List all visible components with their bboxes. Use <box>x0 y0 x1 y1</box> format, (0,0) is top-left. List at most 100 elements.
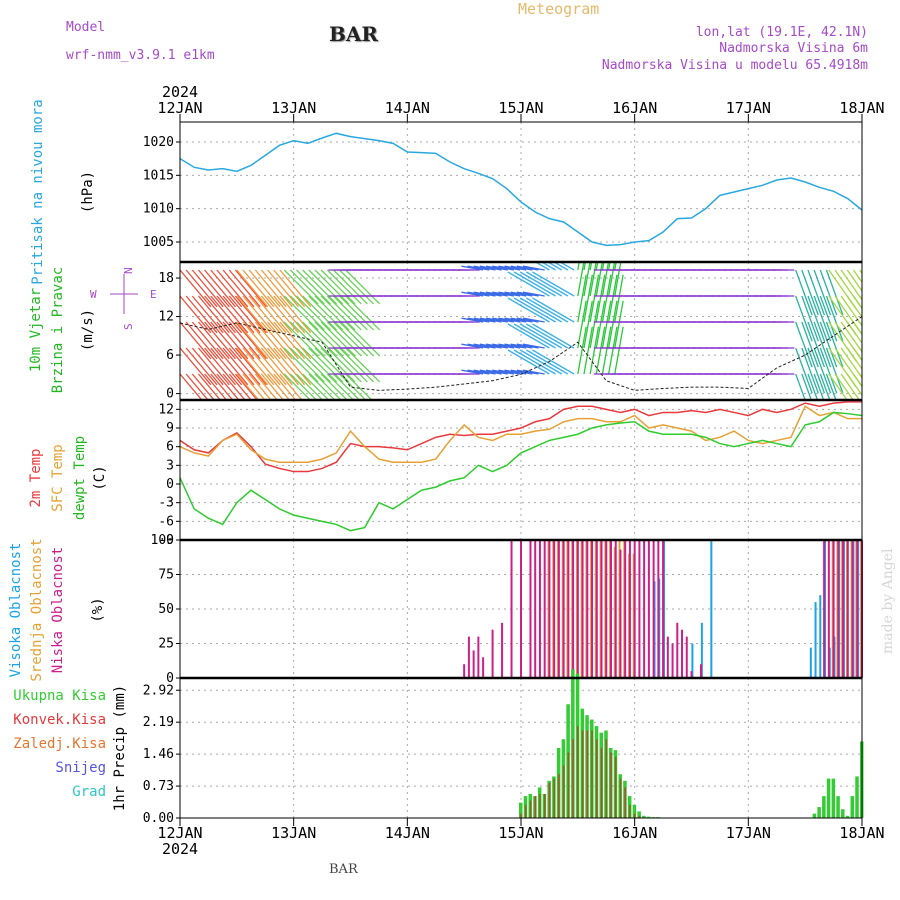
y-tick-label: 75 <box>158 568 174 583</box>
wind-barb <box>242 269 275 308</box>
y-tick-label: 6 <box>166 440 174 455</box>
cloud-low-bar <box>586 540 589 678</box>
x-year-label: 2024 <box>162 840 198 858</box>
wind-barb <box>607 326 618 375</box>
cloud-low-bar <box>842 540 845 678</box>
wind-barb <box>507 349 550 375</box>
wind-barb <box>825 269 844 316</box>
wind-barb <box>507 323 550 349</box>
wind-barb <box>216 269 249 308</box>
wind-barb <box>273 373 297 400</box>
cloud-low-bar <box>647 540 650 678</box>
wind-barb <box>216 373 240 400</box>
wind-barb <box>577 274 587 323</box>
wind-barb <box>859 295 862 301</box>
wind-barb <box>467 291 490 297</box>
wind-barb <box>236 295 269 334</box>
x-day-label: 15JAN <box>498 824 543 842</box>
wind-barb <box>498 343 521 349</box>
panel-frame <box>179 399 863 541</box>
wind-barb <box>852 295 862 310</box>
wind-barb <box>840 347 862 379</box>
temp-unit: (C) <box>92 465 108 490</box>
wind-barb <box>801 347 819 394</box>
wind-barb <box>583 326 593 375</box>
wind-barb <box>492 265 515 271</box>
pressure-unit: (hPa) <box>80 171 96 213</box>
cloud-high-bar <box>700 622 703 678</box>
wind-barb <box>308 321 344 357</box>
wind-barb <box>320 373 349 400</box>
cloud-low-bar <box>467 636 470 678</box>
wind-barb <box>801 269 819 316</box>
cloud-low-bar <box>520 540 522 678</box>
cloud-low-bar <box>666 636 669 678</box>
wind-barb <box>498 317 521 323</box>
wind-barb <box>485 291 508 297</box>
cloud-low-bar <box>624 540 627 678</box>
wind-barb <box>473 343 496 349</box>
wind-barb <box>819 269 838 316</box>
cloud-low-bar <box>491 629 494 678</box>
cloud-high-bar <box>814 602 817 678</box>
wind-barb <box>846 321 862 345</box>
cloud-low-bar <box>614 540 617 678</box>
wind-barb <box>516 343 539 349</box>
wind-barb <box>296 321 331 357</box>
wind-barb <box>589 274 600 323</box>
wind-barb <box>589 300 600 349</box>
wind-barb <box>185 269 218 308</box>
wind-barb <box>795 321 813 368</box>
wind-barb <box>283 321 319 357</box>
cloud-low-bar <box>534 540 537 678</box>
precip-conv-bar <box>539 793 541 818</box>
wind-barb <box>801 295 819 342</box>
y-tick-label: 0 <box>166 477 174 492</box>
wind-barb <box>516 265 539 271</box>
wind-barb <box>813 295 832 342</box>
cloud-low-bar <box>543 540 546 678</box>
precip-total-bar <box>841 809 845 818</box>
precip-conv-bar <box>567 752 570 818</box>
wind-barb <box>519 323 563 349</box>
wind-axis-title: 10m Vjetar <box>28 288 44 372</box>
wind-barb <box>492 369 515 375</box>
wind-barb <box>510 317 533 323</box>
wind-barb <box>807 321 826 368</box>
wind-barb <box>516 291 539 297</box>
wind-barb <box>473 317 496 323</box>
wind-barb <box>204 295 236 334</box>
wind-barb <box>516 369 539 375</box>
cloud-low-bar <box>837 540 840 678</box>
wind-barb <box>614 274 624 323</box>
wind-barb <box>795 347 813 394</box>
wind-barb <box>614 300 624 349</box>
wind-barb <box>461 369 484 375</box>
wind-barb <box>519 297 563 323</box>
wind-barb <box>532 323 575 349</box>
wind-barb <box>479 343 502 349</box>
wind-barb <box>204 269 236 308</box>
cloud-low-bar <box>827 540 830 678</box>
wind-barb <box>846 373 862 397</box>
cloud-low-bar <box>529 540 532 678</box>
sfc-temp-line <box>179 405 862 463</box>
wind-barb <box>813 373 825 400</box>
wind-barb <box>204 373 228 400</box>
model-name: wrf-nmm_v3.9.1 e1km <box>66 48 215 63</box>
wind-barb <box>210 347 243 386</box>
wind-barb <box>846 269 862 293</box>
wind-barb <box>191 347 224 386</box>
wind-barb <box>607 274 618 323</box>
y-tick-label: 2.92 <box>143 683 174 698</box>
wind-barb <box>522 291 545 297</box>
x-year-label: 2024 <box>162 83 198 101</box>
wind-barb <box>267 269 299 308</box>
precip-conv-bar <box>581 730 584 818</box>
wind-barb <box>807 269 826 316</box>
compass-west-label: W <box>90 288 97 301</box>
cloud-low-bar <box>553 540 556 678</box>
compass-north-label: N <box>122 267 135 274</box>
wind-barb <box>852 321 862 336</box>
wind-barb <box>332 347 368 383</box>
